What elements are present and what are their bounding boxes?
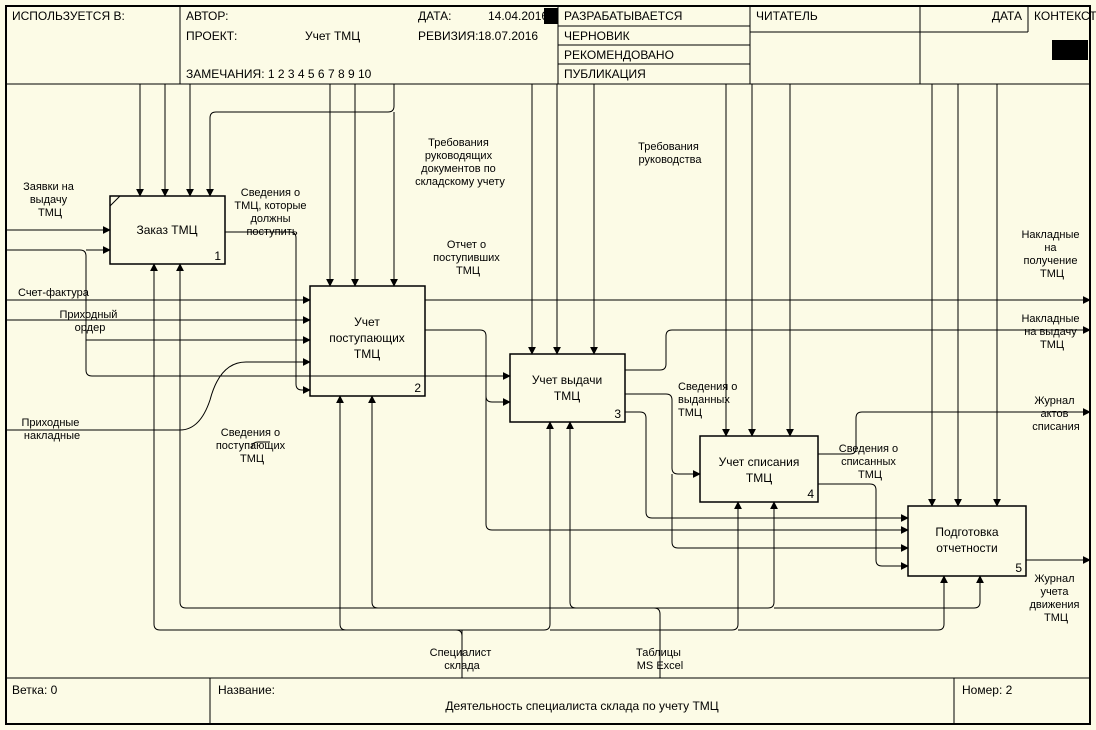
ftr-name-label: Название: [218, 683, 275, 697]
node-1: Заказ ТМЦ 1 [110, 196, 225, 264]
svg-text:Учет выдачи: Учет выдачи [532, 373, 602, 387]
lbl-inner3: Сведения о поступающих ТМЦ [216, 427, 288, 465]
lbl-mech2: Таблицы MS Excel [636, 647, 684, 672]
svg-text:4: 4 [807, 487, 814, 501]
svg-text:Учет: Учет [354, 315, 380, 329]
hdr-reader: ЧИТАТЕЛЬ [756, 9, 818, 23]
lbl-inner2: Отчет о поступивших ТМЦ [433, 239, 503, 277]
svg-text:2: 2 [414, 381, 421, 395]
svg-text:5: 5 [1015, 561, 1022, 575]
lbl-inner1: Сведения о ТМЦ, которые должны поступить [234, 187, 309, 238]
svg-text:Подготовка: Подготовка [935, 525, 998, 539]
hdr-project-label: ПРОЕКТ: [186, 29, 237, 43]
context-box-icon [1052, 40, 1088, 60]
lbl-mech1: Специалист склада [430, 647, 495, 672]
node-5: Подготовка отчетности 5 [908, 506, 1026, 576]
hdr-status2: ЧЕРНОВИК [564, 29, 630, 43]
lbl-right4: Журнал учета движения ТМЦ [1029, 573, 1082, 624]
lbl-inner4: Сведения о выданных ТМЦ [678, 381, 741, 419]
hdr-rev-val: 18.07.2016 [478, 29, 538, 43]
lbl-left4: Приходные накладные [21, 417, 82, 442]
svg-text:ТМЦ: ТМЦ [354, 347, 380, 361]
svg-text:ТМЦ: ТМЦ [746, 471, 772, 485]
ftr-number: Номер: 2 [962, 683, 1013, 697]
hdr-notes: ЗАМЕЧАНИЯ: 1 2 3 4 5 6 7 8 9 10 [186, 67, 372, 81]
node-2: Учет поступающих ТМЦ 2 [310, 286, 425, 396]
idef0-diagram: ИСПОЛЬЗУЕТСЯ В: АВТОР: ПРОЕКТ: Учет ТМЦ … [0, 0, 1096, 730]
hdr-rev-label: РЕВИЗИЯ: [418, 29, 479, 43]
ftr-title: Деятельность специалиста склада по учету… [445, 699, 718, 713]
svg-text:1: 1 [214, 249, 221, 263]
svg-text:поступающих: поступающих [329, 331, 405, 345]
hdr-date-label: ДАТА: [418, 9, 451, 23]
lbl-right1: Накладные на получение ТМЦ [1021, 229, 1082, 280]
lbl-top-req-docs: Требования руководящих документов по скл… [415, 137, 505, 188]
hdr-project-name: Учет ТМЦ [305, 29, 360, 43]
lbl-right2: Накладные на выдачу ТМЦ [1021, 313, 1082, 351]
header-mark-icon [544, 8, 558, 24]
node-4: Учет списания ТМЦ 4 [700, 436, 818, 502]
node-3: Учет выдачи ТМЦ 3 [510, 354, 625, 422]
hdr-context: КОНТЕКСТ: [1034, 9, 1096, 23]
lbl-right3: Журнал актов списания [1032, 395, 1079, 433]
lbl-left3: Приходный ордер [59, 309, 120, 334]
svg-text:ТМЦ: ТМЦ [554, 389, 580, 403]
hdr-date-val: 14.04.2016 [488, 9, 548, 23]
hdr-status4: ПУБЛИКАЦИЯ [564, 67, 646, 81]
lbl-left1: Заявки на выдачу ТМЦ [23, 181, 77, 219]
hdr-author: АВТОР: [186, 9, 228, 23]
hdr-status3: РЕКОМЕНДОВАНО [564, 48, 674, 62]
lbl-left2: Счет-фактура [18, 287, 90, 299]
hdr-status1: РАЗРАБАТЫВАЕТСЯ [564, 9, 682, 23]
svg-text:Учет списания: Учет списания [719, 455, 800, 469]
svg-text:Заказ ТМЦ: Заказ ТМЦ [136, 223, 197, 237]
hdr-used-in: ИСПОЛЬЗУЕТСЯ В: [12, 9, 125, 23]
lbl-inner5: Сведения о списанных ТМЦ [839, 443, 902, 481]
svg-text:3: 3 [614, 407, 621, 421]
ftr-branch: Ветка: 0 [12, 683, 58, 697]
svg-text:отчетности: отчетности [936, 541, 997, 555]
hdr-reader-date: ДАТА [992, 9, 1022, 23]
lbl-top-req-mgmt: Требования руководства [638, 141, 702, 166]
